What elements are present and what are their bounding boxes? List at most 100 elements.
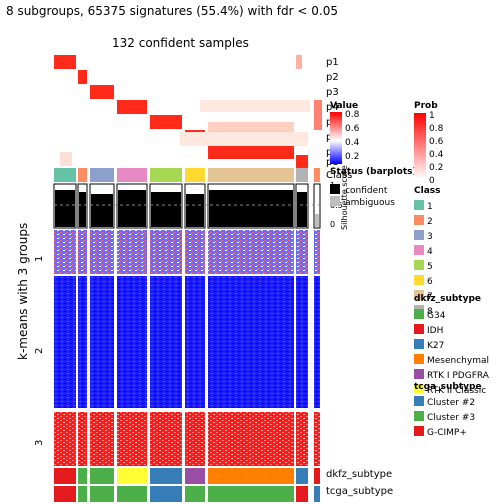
dkfz-swatch bbox=[414, 383, 424, 394]
class-cell-2 bbox=[78, 168, 87, 182]
class-swatch bbox=[414, 274, 424, 285]
heatmap-block-1 bbox=[185, 230, 205, 274]
heatmap-block-3 bbox=[314, 412, 320, 466]
tcga-cell bbox=[90, 486, 114, 502]
dkfz-cell bbox=[150, 468, 182, 484]
class-swatch bbox=[414, 229, 424, 240]
tcga-legend-item: Cluster #3 bbox=[414, 409, 475, 424]
heatmap-block-3 bbox=[150, 412, 182, 466]
class-swatch bbox=[414, 244, 424, 255]
silhouette-bar bbox=[186, 194, 204, 227]
dkfz-legend-item: K27 bbox=[414, 337, 489, 352]
status-legend-item-confident: confident bbox=[330, 178, 387, 197]
class-legend-label: 5 bbox=[427, 262, 433, 272]
tcga-swatch bbox=[414, 425, 424, 436]
prob-legend-tick: 0.6 bbox=[429, 137, 444, 147]
heatmap-block-3 bbox=[78, 412, 87, 466]
status-legend-title: Status (barplots) bbox=[330, 167, 417, 177]
tcga-swatch bbox=[414, 395, 424, 406]
tcga-cell bbox=[314, 486, 320, 502]
silhouette-bar bbox=[151, 192, 181, 227]
tcga-cell bbox=[150, 486, 182, 502]
class-legend-item: 1 bbox=[414, 198, 433, 213]
class-legend-item: 6 bbox=[414, 273, 433, 288]
silhouette-bar-ambiguous bbox=[315, 214, 319, 227]
class-legend-label: 3 bbox=[427, 232, 433, 242]
prob-cell-low bbox=[200, 100, 310, 112]
heatmap-block-2 bbox=[314, 276, 320, 408]
dkfz-swatch bbox=[414, 323, 424, 334]
dkfz-legend-item: RTK II Classic bbox=[414, 382, 489, 397]
dkfz-legend-label: RTK I PDGFRA bbox=[427, 371, 489, 381]
prob-row-label-p2: p2 bbox=[326, 72, 339, 83]
heatmap-block-1 bbox=[314, 230, 320, 274]
class-cell-6 bbox=[185, 168, 205, 182]
prob-legend-tick: 0 bbox=[429, 176, 435, 186]
prob-cell-high bbox=[208, 145, 294, 159]
dkfz-legend-label: IDH bbox=[427, 326, 444, 336]
prob-row-label-p3: p3 bbox=[326, 87, 339, 98]
prob-legend-colorbar bbox=[414, 113, 426, 179]
tcga-legend-label: Cluster #2 bbox=[427, 398, 476, 408]
dkfz-legend-item: RTK I PDGFRA bbox=[414, 367, 489, 382]
tcga-cell bbox=[78, 486, 87, 502]
dkfz-legend-item: G34 bbox=[414, 307, 489, 322]
tcga-legend-label: G-CIMP+ bbox=[427, 428, 467, 438]
prob-legend-title: Prob bbox=[414, 101, 438, 111]
value-legend-title: Value bbox=[330, 101, 359, 111]
class-swatch bbox=[414, 289, 424, 300]
heatmap-block-1 bbox=[54, 230, 76, 274]
tcga-row-label: tcga_subtype bbox=[326, 486, 394, 497]
silhouette-tick-0: 0 bbox=[330, 220, 336, 229]
dkfz-cell bbox=[90, 468, 114, 484]
prob-cell-low bbox=[314, 100, 322, 130]
dkfz-swatch bbox=[414, 368, 424, 379]
figure-title: 8 subgroups, 65375 signatures (55.4%) wi… bbox=[6, 4, 338, 18]
silhouette-bar bbox=[297, 192, 307, 227]
heatmap-block-3 bbox=[296, 412, 308, 466]
heatmap-block-2 bbox=[117, 276, 147, 408]
dkfz-cell bbox=[208, 468, 294, 484]
dkfz-legend-label: G34 bbox=[427, 311, 446, 321]
status-legend-item-ambiguous: ambiguous bbox=[330, 190, 395, 209]
heatmap-block-1 bbox=[117, 230, 147, 274]
dkfz-cell bbox=[117, 468, 147, 484]
class-swatch bbox=[414, 214, 424, 225]
prob-legend-tick: 1 bbox=[429, 111, 435, 121]
heatmap-block-2 bbox=[78, 276, 87, 408]
heatmap-block-1 bbox=[90, 230, 114, 274]
class-legend-label: 2 bbox=[427, 217, 433, 227]
heatmap-block-1 bbox=[208, 230, 294, 274]
class-legend-title: Class bbox=[414, 186, 441, 196]
silhouette-bar bbox=[118, 190, 146, 227]
tcga-cell bbox=[54, 486, 76, 502]
value-legend-tick: 0.4 bbox=[345, 138, 360, 148]
class-legend-label: 1 bbox=[427, 202, 433, 212]
prob-cell-low bbox=[296, 55, 302, 69]
dkfz-swatch bbox=[414, 338, 424, 349]
tcga-cell bbox=[117, 486, 147, 502]
status-swatch bbox=[330, 195, 340, 206]
class-cell-1 bbox=[54, 168, 76, 182]
value-legend-tick: 0.6 bbox=[345, 124, 360, 134]
heatmap-block-2 bbox=[150, 276, 182, 408]
prob-cell-high bbox=[90, 85, 114, 99]
class-legend-label: 6 bbox=[427, 277, 433, 287]
class-legend-item: 7 bbox=[414, 288, 433, 303]
prob-cell-high bbox=[296, 155, 308, 169]
heatmap-block-2 bbox=[54, 276, 76, 408]
silhouette-bar bbox=[79, 192, 86, 227]
heatmap-block-1 bbox=[150, 230, 182, 274]
class-cell-3 bbox=[90, 168, 114, 182]
silhouette-bar bbox=[55, 190, 75, 227]
class-legend-item: 3 bbox=[414, 228, 433, 243]
dkfz-cell bbox=[185, 468, 205, 484]
prob-cell-high bbox=[78, 70, 87, 84]
prob-legend-tick: 0.2 bbox=[429, 163, 444, 173]
dkfz-cell bbox=[78, 468, 87, 484]
dkfz-legend: G34 IDH K27 Mesenchymal RTK I PDGFRA RTK II C… bbox=[414, 307, 489, 397]
dkfz-legend-title: dkfz_subtype bbox=[414, 294, 482, 304]
tcga-swatch bbox=[414, 410, 424, 421]
prob-cell-low bbox=[208, 122, 294, 134]
